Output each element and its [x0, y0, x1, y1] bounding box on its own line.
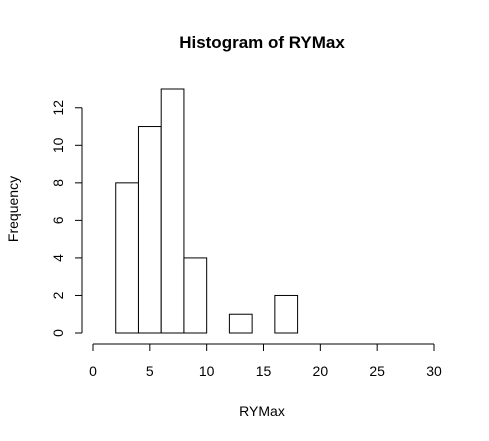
y-tick-label-6: 12 — [50, 100, 66, 116]
x-tick-label-1: 5 — [146, 363, 154, 379]
y-tick-label-5: 10 — [50, 137, 66, 153]
bars-group — [115, 88, 299, 334]
y-axis: 0 2 4 6 8 10 12 — [50, 100, 83, 337]
x-tick-label-0: 0 — [89, 363, 97, 379]
x-tick-label-5: 25 — [369, 363, 385, 379]
y-tick-label-4: 8 — [50, 179, 66, 187]
histogram-bar-5 — [228, 313, 253, 334]
y-tick-label-2: 4 — [50, 254, 66, 262]
x-axis: 0 5 10 15 20 25 30 — [89, 343, 442, 379]
y-tick-label-0: 0 — [50, 329, 66, 337]
x-tick-label-2: 10 — [199, 363, 215, 379]
histogram-bar-3 — [183, 257, 208, 334]
histogram-bar-0 — [115, 182, 139, 334]
histogram-bar-7 — [274, 294, 299, 334]
x-tick-label-6: 30 — [426, 363, 442, 379]
y-tick-label-3: 6 — [50, 216, 66, 224]
y-axis-label: Frequency — [5, 176, 21, 242]
x-tick-label-3: 15 — [256, 363, 272, 379]
histogram-bar-2 — [160, 88, 185, 334]
histogram-bar-1 — [137, 126, 162, 334]
x-axis-label: RYMax — [239, 403, 285, 419]
chart-title: Histogram of RYMax — [179, 33, 345, 52]
x-tick-label-4: 20 — [313, 363, 329, 379]
y-tick-label-1: 2 — [50, 291, 66, 299]
